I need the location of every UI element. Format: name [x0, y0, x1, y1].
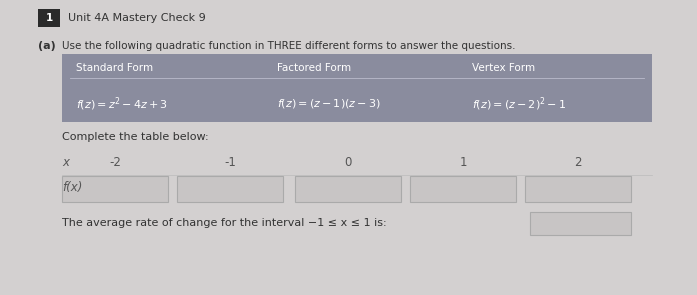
Text: $f(z) = (z-1)(z-3)$: $f(z) = (z-1)(z-3)$	[277, 98, 381, 111]
FancyBboxPatch shape	[62, 176, 168, 201]
Text: 1: 1	[45, 13, 53, 23]
FancyBboxPatch shape	[295, 176, 401, 201]
FancyBboxPatch shape	[410, 176, 516, 201]
Text: 1: 1	[459, 155, 467, 168]
Text: $f(z) = (z-2)^2 - 1$: $f(z) = (z-2)^2 - 1$	[472, 95, 567, 113]
FancyBboxPatch shape	[530, 212, 631, 235]
Text: 0: 0	[344, 155, 352, 168]
FancyBboxPatch shape	[62, 54, 652, 122]
FancyBboxPatch shape	[177, 176, 283, 201]
Text: 2: 2	[574, 155, 582, 168]
Text: Unit 4A Mastery Check 9: Unit 4A Mastery Check 9	[68, 13, 206, 23]
Text: f(x): f(x)	[62, 181, 82, 194]
Text: Vertex Form: Vertex Form	[472, 63, 535, 73]
Text: Factored Form: Factored Form	[277, 63, 351, 73]
Text: Complete the table below:: Complete the table below:	[62, 132, 208, 142]
Text: $f(z) = z^2 - 4z + 3$: $f(z) = z^2 - 4z + 3$	[76, 95, 168, 113]
FancyBboxPatch shape	[525, 176, 631, 201]
Text: Use the following quadratic function in THREE different forms to answer the ques: Use the following quadratic function in …	[62, 41, 516, 51]
Text: -2: -2	[109, 155, 121, 168]
Text: (a): (a)	[38, 41, 56, 51]
Text: Standard Form: Standard Form	[76, 63, 153, 73]
Text: x: x	[62, 155, 69, 168]
FancyBboxPatch shape	[38, 9, 60, 27]
Text: -1: -1	[224, 155, 236, 168]
Text: The average rate of change for the interval −1 ≤ x ≤ 1 is:: The average rate of change for the inter…	[62, 218, 387, 228]
